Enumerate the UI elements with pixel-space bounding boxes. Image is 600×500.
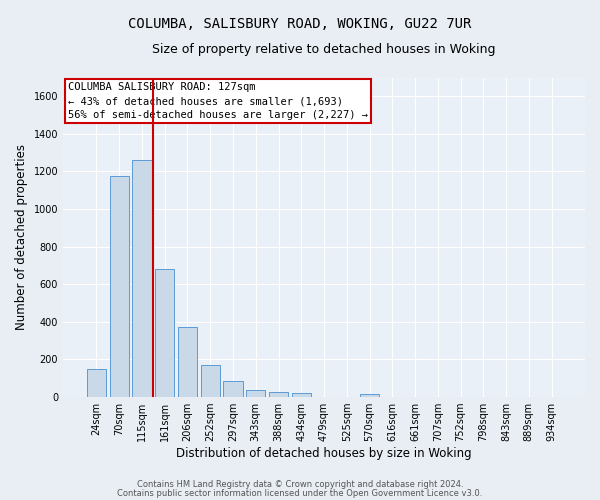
Bar: [87, 369, 106, 397]
Y-axis label: Number of detached properties: Number of detached properties: [15, 144, 28, 330]
Bar: [269, 392, 288, 397]
Bar: [110, 176, 129, 397]
Bar: [360, 394, 379, 397]
Bar: [200, 365, 220, 397]
Text: COLUMBA SALISBURY ROAD: 127sqm
← 43% of detached houses are smaller (1,693)
56% : COLUMBA SALISBURY ROAD: 127sqm ← 43% of …: [68, 82, 368, 120]
Bar: [292, 394, 311, 397]
Bar: [155, 269, 175, 397]
Bar: [246, 390, 265, 397]
Text: Contains public sector information licensed under the Open Government Licence v3: Contains public sector information licen…: [118, 489, 482, 498]
Title: Size of property relative to detached houses in Woking: Size of property relative to detached ho…: [152, 42, 496, 56]
Bar: [223, 381, 242, 397]
Bar: [178, 326, 197, 397]
X-axis label: Distribution of detached houses by size in Woking: Distribution of detached houses by size …: [176, 447, 472, 460]
Bar: [132, 160, 152, 397]
Text: COLUMBA, SALISBURY ROAD, WOKING, GU22 7UR: COLUMBA, SALISBURY ROAD, WOKING, GU22 7U…: [128, 18, 472, 32]
Text: Contains HM Land Registry data © Crown copyright and database right 2024.: Contains HM Land Registry data © Crown c…: [137, 480, 463, 489]
